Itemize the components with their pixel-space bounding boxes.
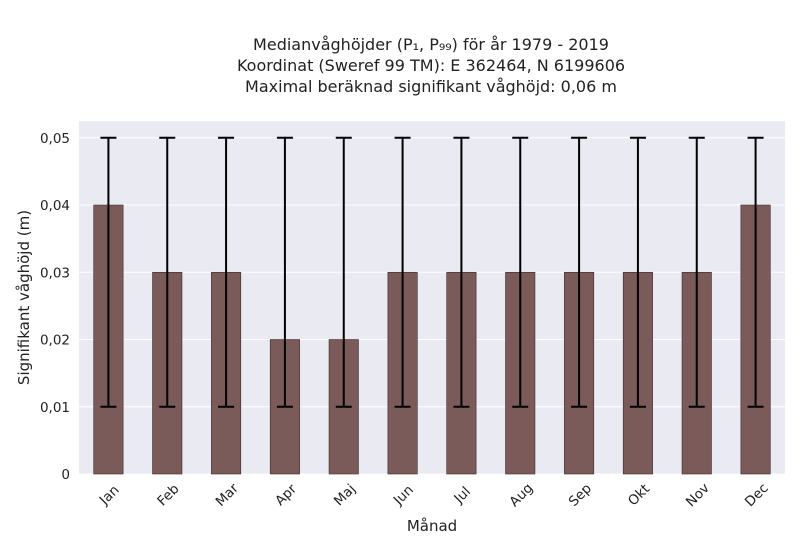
y-tick-label: 0,04 xyxy=(40,198,70,214)
grid-lines xyxy=(79,137,785,475)
error-bar xyxy=(394,136,411,408)
plot-background xyxy=(79,121,785,474)
y-axis-label: Signifikant våghöjd (m) xyxy=(15,210,33,385)
error-bar xyxy=(688,136,705,408)
x-axis-label: Månad xyxy=(407,517,457,535)
title-line-2: Koordinat (Sweref 99 TM): E 362464, N 61… xyxy=(236,56,626,75)
x-tick-label: Maj xyxy=(331,481,359,509)
y-tick-label: 0,03 xyxy=(40,265,70,281)
x-tick-label: Feb xyxy=(154,481,182,509)
y-tick-label: 0 xyxy=(61,467,70,483)
error-bar xyxy=(747,136,764,408)
x-tick-label: Dec xyxy=(742,480,772,510)
x-tick-label: Sep xyxy=(566,481,595,510)
x-tick-label: Jan xyxy=(96,482,123,509)
x-tick-label: Aug xyxy=(506,480,536,510)
title-line-1: Medianvåghöjder (P₁, P₉₉) för år 1979 - … xyxy=(253,35,609,54)
y-axis-ticks: 0 0,01 0,02 0,03 0,04 0,05 xyxy=(40,131,70,483)
x-tick-label: Jul xyxy=(450,484,474,508)
error-bar xyxy=(159,136,176,408)
y-tick-label: 0,01 xyxy=(40,400,70,416)
title-line-3: Maximal beräknad signifikant våghöjd: 0,… xyxy=(245,77,617,96)
x-tick-label: Mar xyxy=(213,480,243,510)
error-bar xyxy=(571,136,588,408)
error-bars xyxy=(100,136,764,408)
y-tick-label: 0,02 xyxy=(40,333,70,349)
error-bar xyxy=(512,136,529,408)
error-bar xyxy=(100,136,117,408)
x-axis-ticks: Jan Feb Mar Apr Maj Jun Jul Aug Sep Okt Nov Dec xyxy=(96,480,772,510)
x-tick-label: Okt xyxy=(625,481,653,509)
error-bar xyxy=(335,136,352,408)
x-tick-label: Apr xyxy=(272,481,300,509)
error-bar xyxy=(629,136,646,408)
error-bar xyxy=(218,136,235,408)
x-tick-label: Nov xyxy=(683,480,713,510)
x-tick-label: Jun xyxy=(390,482,417,509)
chart-title: Medianvåghöjder (P₁, P₉₉) för år 1979 - … xyxy=(62,34,800,97)
error-bar xyxy=(276,136,293,408)
y-tick-label: 0,05 xyxy=(40,131,70,147)
error-bar xyxy=(453,136,470,408)
